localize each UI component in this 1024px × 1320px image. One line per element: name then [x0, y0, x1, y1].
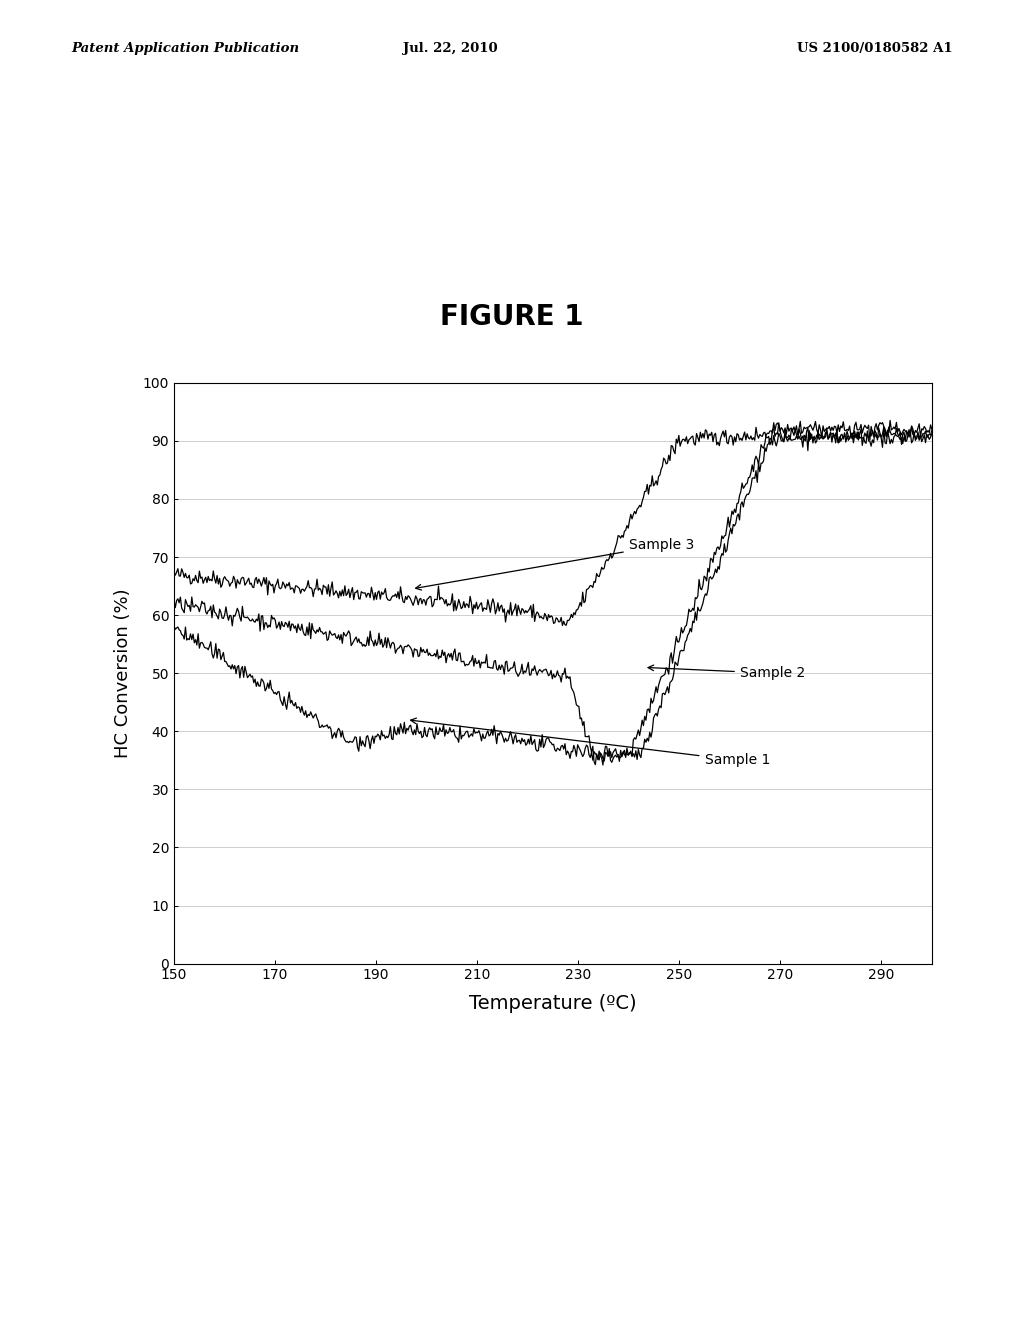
Text: Patent Application Publication: Patent Application Publication	[72, 42, 300, 55]
Text: US 2100/0180582 A1: US 2100/0180582 A1	[797, 42, 952, 55]
Text: Jul. 22, 2010: Jul. 22, 2010	[403, 42, 498, 55]
Text: Sample 3: Sample 3	[416, 539, 694, 590]
Y-axis label: HC Conversion (%): HC Conversion (%)	[114, 589, 132, 758]
Text: Sample 1: Sample 1	[411, 718, 770, 767]
X-axis label: Temperature (ºC): Temperature (ºC)	[469, 994, 637, 1012]
Text: Sample 2: Sample 2	[648, 665, 805, 680]
Text: FIGURE 1: FIGURE 1	[440, 302, 584, 331]
